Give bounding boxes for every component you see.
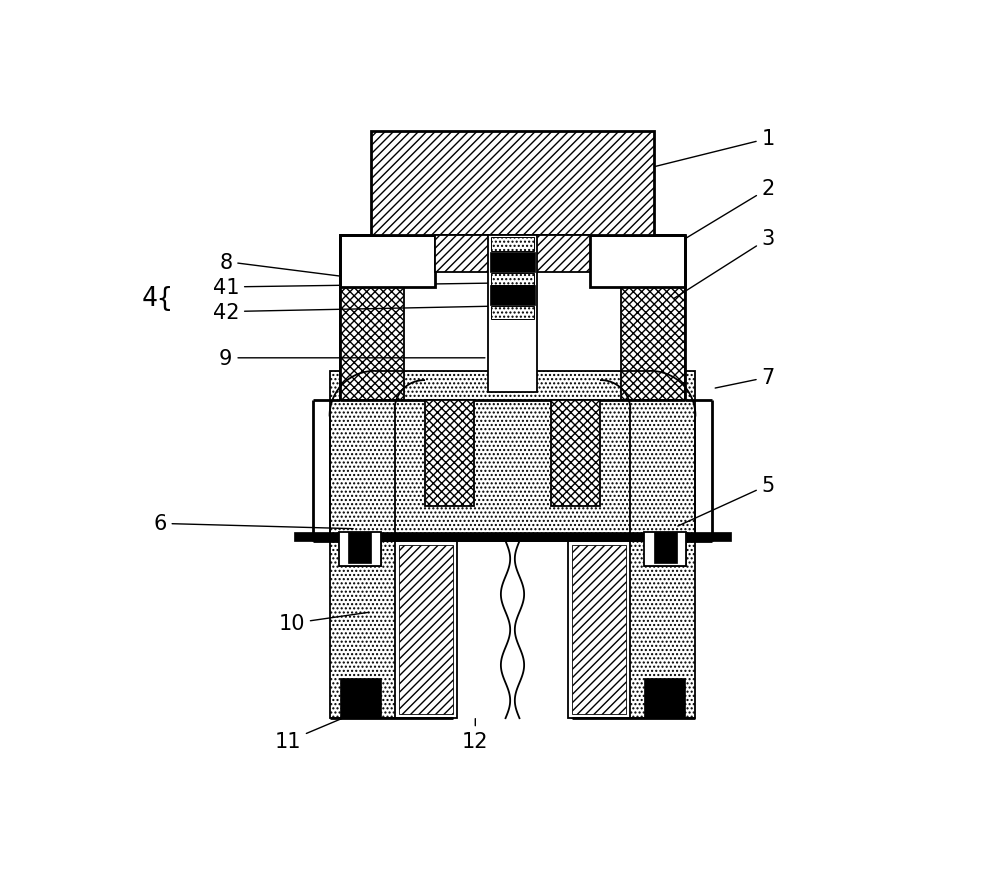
Bar — [621, 235, 685, 400]
Bar — [339, 532, 381, 566]
Bar — [491, 238, 534, 251]
Bar — [371, 132, 654, 235]
Text: 9: 9 — [219, 349, 485, 369]
Bar — [330, 542, 453, 718]
Text: 7: 7 — [715, 368, 775, 389]
Bar — [568, 542, 630, 718]
Bar — [644, 532, 686, 566]
Bar — [340, 235, 435, 288]
Text: 12: 12 — [462, 719, 489, 752]
Text: 4{: 4{ — [142, 285, 174, 312]
Bar — [572, 545, 626, 715]
Bar — [490, 286, 535, 306]
Text: 3: 3 — [674, 229, 775, 299]
Bar — [294, 532, 731, 542]
Bar — [340, 235, 404, 400]
Bar — [572, 542, 695, 718]
Text: 10: 10 — [278, 613, 369, 634]
Bar — [348, 532, 371, 563]
Bar — [551, 400, 600, 507]
Text: 1: 1 — [600, 129, 775, 181]
Text: 6: 6 — [153, 514, 353, 534]
Bar — [340, 679, 381, 718]
Bar — [435, 235, 590, 272]
Bar — [491, 307, 534, 320]
Bar — [330, 371, 695, 542]
Bar — [491, 274, 534, 286]
Text: 42: 42 — [212, 302, 488, 322]
Bar — [395, 542, 457, 718]
Bar — [644, 532, 686, 566]
Bar — [339, 532, 381, 566]
Bar — [490, 253, 535, 272]
Bar — [488, 235, 537, 393]
Bar — [399, 545, 453, 715]
Bar — [404, 400, 621, 507]
Bar — [425, 400, 474, 507]
Text: 11: 11 — [274, 717, 346, 752]
Bar — [644, 679, 685, 718]
Text: 8: 8 — [219, 252, 423, 287]
Text: 41: 41 — [212, 277, 488, 298]
Bar — [654, 532, 677, 563]
Text: 2: 2 — [682, 179, 775, 241]
Text: 5: 5 — [678, 475, 775, 527]
Bar — [590, 235, 685, 288]
